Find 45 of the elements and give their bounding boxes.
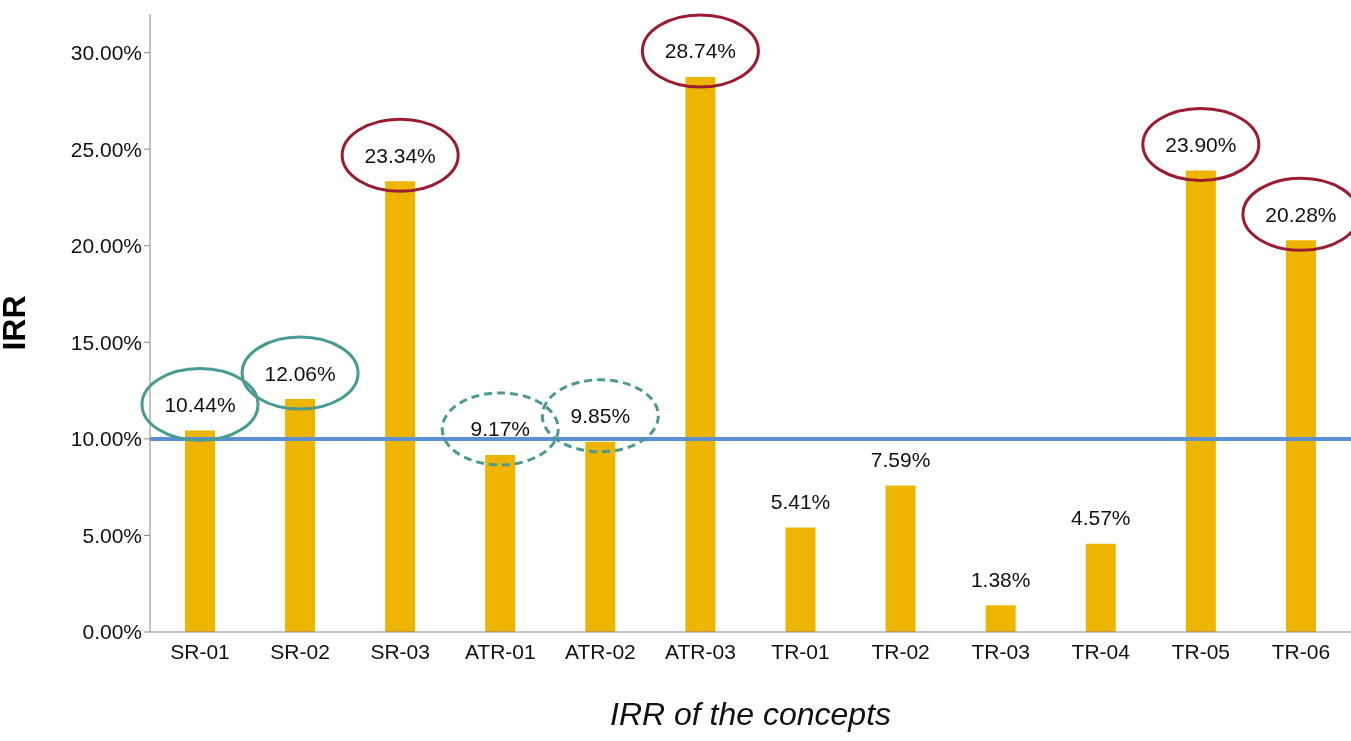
data-label: 7.59% — [870, 447, 931, 471]
bar — [685, 76, 716, 632]
x-tick-label: ATR-02 — [564, 639, 636, 663]
x-tick-label: TR-05 — [1171, 639, 1231, 663]
data-label: 23.90% — [1165, 132, 1237, 156]
x-tick-label: SR-03 — [370, 639, 430, 663]
data-label: 9.85% — [570, 404, 631, 428]
bar — [285, 399, 316, 632]
y-tick-label: 15.00% — [70, 330, 142, 354]
y-tick-label: 0.00% — [82, 620, 142, 644]
y-tick-label: 25.00% — [70, 137, 142, 161]
data-label: 20.28% — [1265, 202, 1337, 226]
data-label: 10.44% — [164, 392, 236, 416]
y-tick-label: 10.00% — [70, 427, 142, 451]
bar — [1285, 240, 1316, 632]
bar — [185, 430, 215, 632]
x-axis-title: IRR of the concepts — [609, 696, 892, 732]
data-label: 5.41% — [770, 490, 831, 514]
x-tick-label: SR-02 — [270, 639, 330, 663]
x-tick-label: TR-06 — [1271, 639, 1331, 663]
y-tick-label: 30.00% — [70, 41, 142, 65]
data-label: 4.57% — [1070, 506, 1131, 530]
bar — [1185, 170, 1216, 632]
data-label: 1.38% — [970, 567, 1031, 591]
bar — [785, 527, 816, 632]
y-tick-label: 20.00% — [70, 234, 142, 258]
data-label: 23.34% — [364, 143, 436, 167]
data-label: 12.06% — [264, 361, 336, 385]
bar — [585, 441, 616, 632]
y-tick-label: 5.00% — [82, 523, 142, 547]
data-label: 9.17% — [470, 417, 531, 441]
x-tick-label: SR-01 — [170, 639, 230, 663]
x-tick-label: TR-02 — [871, 639, 930, 663]
x-tick-label: TR-01 — [771, 639, 830, 663]
bar — [485, 454, 516, 632]
y-axis-title: IRR — [0, 295, 33, 351]
bar — [885, 485, 916, 632]
bar — [985, 605, 1016, 632]
x-tick-label: TR-04 — [1071, 639, 1131, 663]
x-tick-label: TR-03 — [971, 639, 1030, 663]
data-label: 28.74% — [664, 39, 737, 63]
x-tick-label: ATR-01 — [464, 639, 536, 663]
bar — [385, 181, 416, 632]
x-tick-label: ATR-03 — [665, 639, 736, 663]
bar — [1085, 543, 1116, 632]
